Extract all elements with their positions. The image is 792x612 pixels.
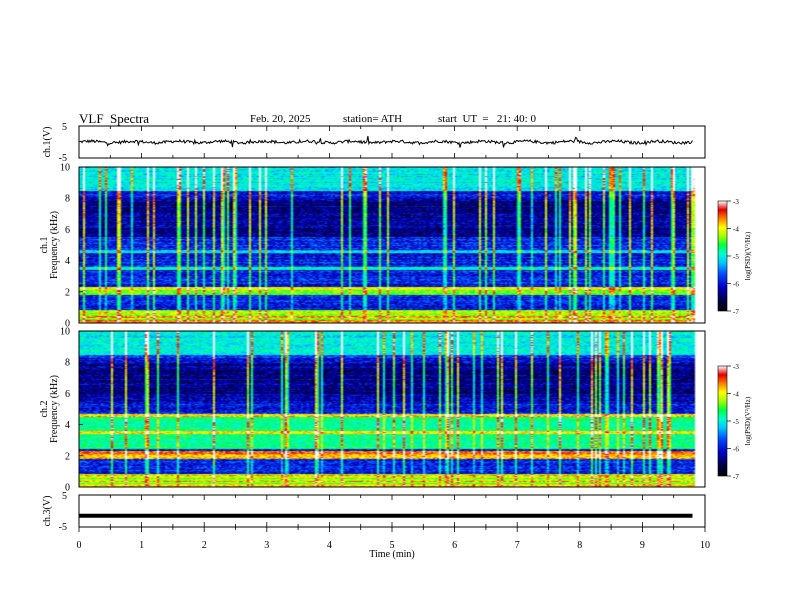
ch2-freq-label: Frequency (kHz): [49, 375, 60, 443]
ch1-freq-label: Frequency (kHz): [49, 211, 60, 279]
time-tick-label: 6: [452, 540, 457, 551]
ch1-series-line: [78, 136, 693, 148]
freq-tick-label: 8: [65, 194, 70, 205]
ch1-channel-label: ch.1: [39, 237, 50, 254]
ch3-waveform-panel: 5 -5 ch.3(V): [42, 491, 706, 533]
ch3-frame: [78, 494, 706, 528]
colorbar-tick-label: -3: [733, 198, 739, 206]
colorbar-tick-label: -4: [733, 226, 739, 234]
colorbar-tick-label: -3: [733, 363, 739, 371]
freq-tick-label: 2: [65, 451, 70, 462]
time-tick-label: 3: [264, 540, 269, 551]
ch2-spec-frame: [78, 330, 706, 488]
time-tick-label: 2: [202, 540, 207, 551]
time-tick-label: 10: [700, 540, 710, 551]
ch3-frame-ticks: [78, 495, 706, 527]
ch2-colorbar-label: log(PSD)(V²/Hz): [744, 396, 752, 445]
ch1-ytick-top: 5: [62, 122, 67, 133]
ch1-ylabel: ch.1(V): [42, 127, 53, 158]
date-label: Feb. 20, 2025: [250, 113, 311, 125]
time-tick-label: 7: [515, 540, 520, 551]
ch1-colorbar-ticks: -3 -4 -5 -6 -7: [727, 198, 739, 316]
ch2-channel-label: ch.2: [39, 401, 50, 418]
time-axis-label: Time (min): [369, 549, 414, 560]
colorbar-tick-label: -5: [733, 418, 739, 426]
time-tick-label: 0: [77, 540, 82, 551]
freq-tick-label: 6: [65, 389, 70, 400]
freq-tick-label: 0: [65, 319, 70, 330]
colorbar-tick-label: -7: [733, 473, 739, 481]
ch1-ytick-bottom: -5: [59, 153, 67, 164]
colorbar-tick-label: -7: [733, 308, 739, 316]
freq-tick-label: 8: [65, 358, 70, 369]
station-label: station= ATH: [343, 113, 403, 125]
figure-title: VLF Spectra: [79, 111, 150, 126]
ch3-ytick-top: 5: [62, 491, 67, 502]
freq-tick-label: 10: [60, 327, 70, 338]
ch1-spec-yticks: 0 2 4 6 8 10: [60, 163, 83, 330]
ch2-colorbar-ticks: -3 -4 -5 -6 -7: [727, 363, 739, 481]
freq-tick-label: 10: [60, 163, 70, 174]
ch1-frame-ticks: [78, 126, 706, 158]
time-tick-label: 1: [139, 540, 144, 551]
start-ut-label: start UT = 21: 40: 0: [438, 113, 536, 125]
colorbar-tick-label: -6: [733, 281, 739, 289]
time-axis-tick-labels: 0 1 2 3 4 5 6 7 8 9 10: [77, 540, 711, 551]
time-tick-label: 9: [640, 540, 645, 551]
time-tick-label: 5: [390, 540, 395, 551]
freq-tick-label: 4: [65, 256, 70, 267]
ch3-ylabel: ch.3(V): [42, 496, 53, 527]
freq-tick-label: 2: [65, 287, 70, 298]
time-axis-ticks: [78, 527, 706, 532]
ch2-colorbar: [717, 365, 728, 477]
time-tick-label: 4: [327, 540, 332, 551]
colorbar-tick-label: -4: [733, 391, 739, 399]
colorbar-tick-label: -6: [733, 446, 739, 454]
freq-tick-label: 6: [65, 225, 70, 236]
colorbar-tick-label: -5: [733, 253, 739, 261]
freq-tick-label: 0: [65, 483, 70, 494]
ch1-spectrogram-image: [79, 167, 705, 323]
time-tick-label: 8: [577, 540, 582, 551]
ch1-colorbar-label: log(PSD)(V²/Hz): [744, 231, 752, 280]
freq-tick-label: 4: [65, 420, 70, 431]
ch3-ytick-bottom: -5: [59, 522, 67, 533]
ch2-spec-yticks: 0 2 4 6 8 10: [60, 327, 83, 494]
ch2-spectrogram-image: [79, 331, 705, 487]
ch1-colorbar: [717, 200, 728, 312]
ch1-spec-frame: [78, 166, 706, 324]
